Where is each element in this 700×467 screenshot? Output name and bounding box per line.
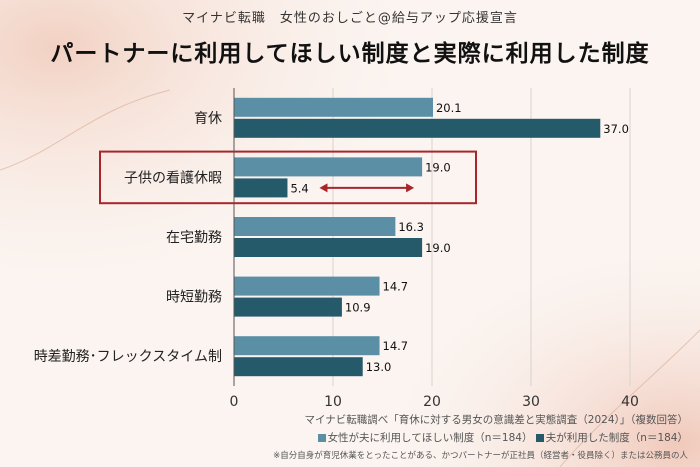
- category-label: 時差勤務･フレックスタイム制: [34, 349, 222, 365]
- source-note: マイナビ転職調べ「育休に対する男女の意識差と実態調査（2024）」（複数回答）: [304, 414, 688, 426]
- value-label-used-2: 19.0: [425, 241, 451, 255]
- x-tick-label-3: 30: [522, 394, 540, 410]
- bar-used-4: [234, 357, 363, 377]
- x-tick-label-4: 40: [621, 394, 639, 410]
- bar-wish-0: [234, 97, 433, 117]
- value-label-wish-0: 20.1: [436, 101, 462, 115]
- header-subtitle: マイナビ転職 女性のおしごと@給与アップ応援宣言: [182, 11, 518, 26]
- legend: 女性が夫に利用してほしい制度（n＝184） 夫が利用した制度（n＝184）: [317, 430, 688, 445]
- value-label-wish-3: 14.7: [383, 280, 409, 294]
- bar-wish-3: [234, 276, 380, 296]
- legend-swatch-wish: [317, 434, 326, 442]
- bar-wish-2: [234, 217, 396, 236]
- category-label: 時短勤務: [166, 290, 222, 306]
- bar-used-0: [234, 118, 601, 138]
- bar-used-2: [234, 238, 423, 257]
- legend-label-used: 夫が利用した制度（n＝184）: [545, 432, 688, 444]
- bar-used-1: [234, 178, 288, 198]
- value-label-wish-4: 14.7: [383, 339, 409, 353]
- bar-wish-4: [234, 336, 380, 356]
- category-label: 子供の看護休暇: [124, 170, 222, 186]
- value-label-used-1: 5.4: [290, 181, 308, 195]
- category-label: 在宅勤務: [166, 230, 222, 246]
- value-label-wish-1: 19.0: [425, 160, 451, 174]
- value-label-used-3: 10.9: [345, 301, 371, 315]
- value-label-used-4: 13.0: [366, 360, 392, 374]
- x-tick-label-2: 20: [423, 394, 441, 410]
- value-label-wish-2: 16.3: [398, 220, 424, 234]
- gap-arrow-right-head: [406, 183, 415, 193]
- bar-wish-1: [234, 157, 423, 177]
- value-label-used-0: 37.0: [603, 122, 629, 136]
- legend-item-wish: 女性が夫に利用してほしい制度（n＝184）: [317, 430, 533, 445]
- legend-swatch-used: [535, 434, 544, 442]
- x-tick-label-0: 0: [230, 394, 239, 410]
- footnote: ※自分自身が育児休業をとったことがある、かつパートナーが正社員（経営者・役員除く…: [273, 451, 688, 461]
- x-tick-label-1: 10: [324, 394, 342, 410]
- gap-arrow-left-head: [319, 183, 328, 193]
- chart-title: パートナーに利用してほしい制度と実際に利用した制度: [50, 41, 650, 67]
- legend-item-used: 夫が利用した制度（n＝184）: [535, 430, 688, 445]
- legend-label-wish: 女性が夫に利用してほしい制度（n＝184）: [327, 432, 533, 444]
- category-label: 育休: [194, 111, 222, 127]
- highlight-box: [99, 150, 477, 205]
- bar-used-3: [234, 297, 342, 317]
